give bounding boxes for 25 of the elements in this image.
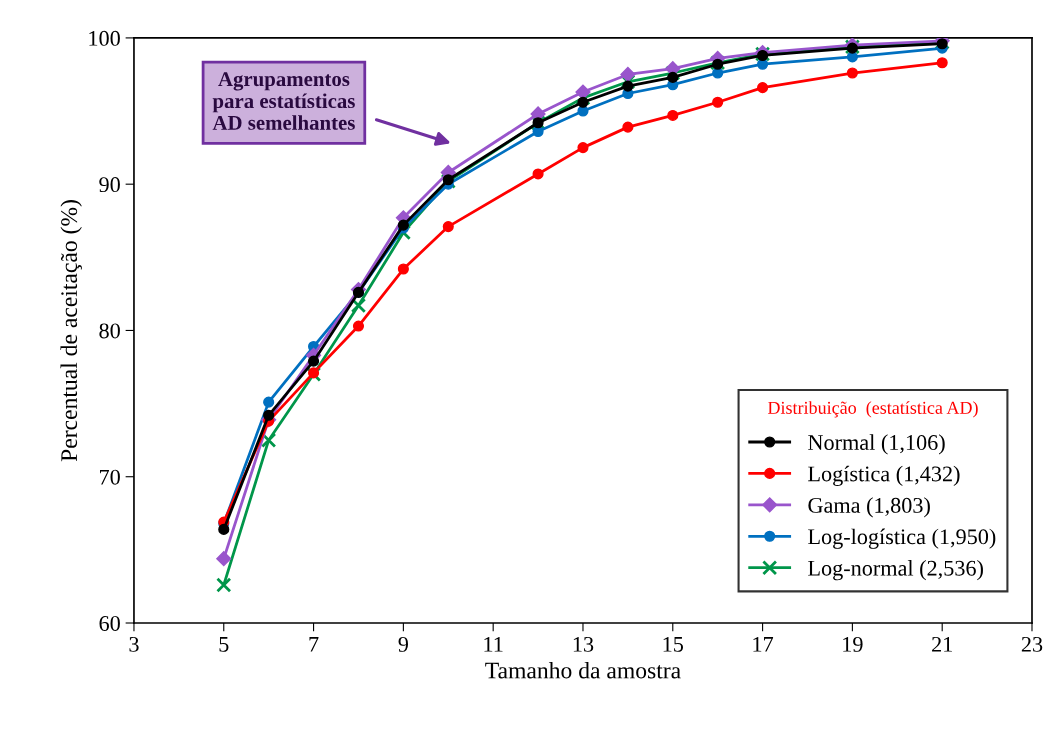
legend-title: Distribuição (estatística AD)	[767, 401, 978, 418]
y-tick-label: 60	[99, 615, 120, 631]
x-tick-label: 15	[663, 636, 684, 652]
x-tick-label: 13	[573, 636, 594, 652]
y-tick-label: 80	[99, 323, 120, 339]
y-tick-label: 70	[100, 469, 120, 485]
x-tick-label: 19	[843, 636, 863, 652]
x-tick-label: 21	[932, 636, 952, 652]
legend-label: Gama (1,803)	[808, 497, 930, 518]
x-tick-label: 9	[398, 636, 409, 652]
x-tick-label: 23	[1021, 636, 1043, 652]
x-tick-label: 11	[484, 636, 503, 652]
y-axis-title: Percentual de aceitação (%)	[60, 200, 82, 462]
x-tick-label: 7	[309, 637, 319, 652]
x-tick-label: 17	[753, 636, 774, 652]
legend-label: Log-logística (1,950)	[808, 528, 996, 549]
annotation: Agrupamentos para estatísticas AD semelhantes	[212, 72, 355, 130]
x-tick-label: 3	[129, 636, 139, 652]
x-tick-label: 5	[219, 637, 229, 652]
x-axis-title: Tamanho da amostra	[485, 661, 681, 679]
legend-label: Logística (1,432)	[808, 465, 960, 486]
legend-label: Normal (1,106)	[808, 434, 945, 455]
y-tick-label: 90	[99, 177, 120, 193]
legend-label: Log-normal (2,536)	[808, 560, 983, 581]
y-tick-label: 100	[89, 30, 120, 46]
